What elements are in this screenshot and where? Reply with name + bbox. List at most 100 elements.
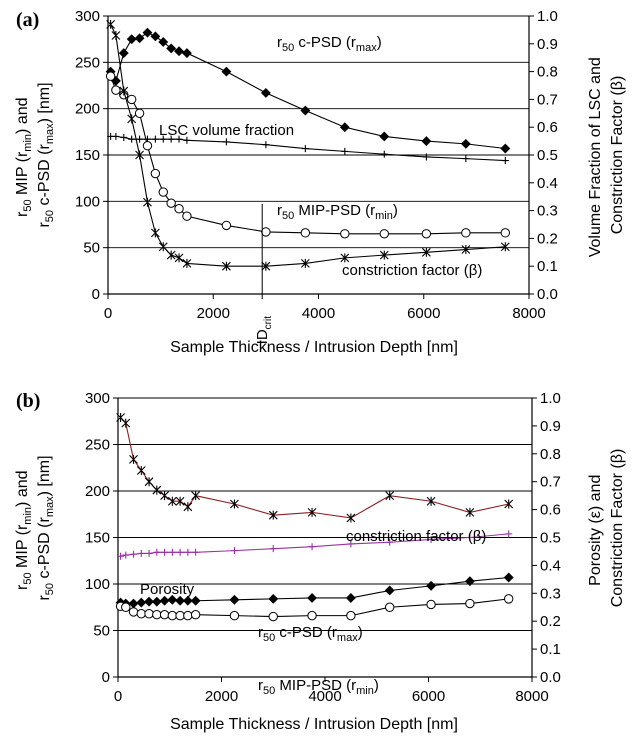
panel-b-right-tick-label: 0.2 [540, 613, 561, 630]
panel-b-data-point [465, 598, 475, 609]
panel-b-data-point [160, 491, 169, 501]
panel-a-data-point [462, 155, 470, 163]
panel-a-data-point [500, 228, 511, 238]
panel-a-data-point [340, 253, 350, 263]
panel-b-data-point [191, 491, 201, 501]
panel-a-right-tick-label: 0.1 [537, 258, 558, 275]
panel-a-data-point [221, 66, 232, 77]
panel-b-data-point [183, 502, 193, 512]
panel-a-xlabel: Sample Thickness / Intrusion Depth [nm] [170, 339, 458, 356]
panel-b-data-point [427, 535, 435, 543]
panel-a-right-tick-label: 0.3 [537, 203, 558, 220]
panel-b-data-point [161, 548, 169, 556]
label-beta-a: constriction factor (β) [342, 262, 482, 279]
panel-b-right-tick-label: 0.5 [540, 530, 561, 547]
panel-a-x-tick-label: 2000 [197, 305, 230, 322]
panel-a-data-point [127, 114, 137, 124]
panel-a-data-point [106, 19, 116, 29]
panel-b-series-2 [115, 572, 514, 609]
panel-a-data-point [379, 131, 390, 142]
panel-a-x-tick-label: 6000 [407, 305, 440, 322]
panel-b-xlabel: Sample Thickness / Intrusion Depth [nm] [170, 716, 458, 733]
panel-a-data-point [183, 136, 191, 144]
panel-b-series-3 [115, 594, 514, 622]
panel-a-data-point [261, 227, 271, 237]
label-porosity-b: Porosity [140, 581, 195, 598]
panel-a-data-point [174, 253, 184, 263]
panel-a-data-point [151, 135, 159, 143]
panel-a-data-point [174, 204, 184, 214]
panel-b-data-point [175, 496, 185, 506]
panel-a-data-point [421, 229, 432, 239]
panel-b-data-point [122, 551, 130, 559]
panel-a-data-point [421, 247, 431, 257]
panel-a-data-point [182, 258, 192, 268]
panel-a-left-tick-label: 250 [75, 54, 100, 71]
panel-a-data-point [150, 168, 161, 179]
panel-a-data-point [460, 138, 471, 149]
panel-b-data-point [183, 610, 193, 621]
panel-b-right-tick-label: 0.3 [540, 585, 561, 602]
panel-a-data-point [158, 187, 168, 197]
panel-a-data-point [143, 197, 152, 207]
panel-a-data-point [500, 143, 511, 154]
panel-b-data-point [503, 572, 514, 583]
panel-b-data-point [184, 548, 192, 556]
label-cpsd-b: r50 c-PSD (rmax) [258, 624, 363, 644]
panel-b-data-point [307, 593, 317, 603]
panel-a-series-0 [105, 27, 511, 154]
panel-b-data-point [230, 499, 239, 509]
panel-b-data-point [229, 594, 240, 605]
panel-a-data-point [136, 135, 144, 143]
panel-b-data-point [153, 548, 161, 556]
panel-a-right-tick-label: 0.4 [537, 175, 558, 192]
panel-b-data-point [426, 580, 437, 591]
panel-a-data-point [112, 132, 120, 140]
panel-b-x-tick-label: 0 [114, 688, 122, 705]
panel-b-series [115, 413, 514, 622]
panel-b-label: (b) [16, 390, 40, 412]
label-lsc-a: LSC volume fraction [159, 122, 294, 139]
panel-a-left-tick-label: 100 [75, 193, 100, 210]
panel-b-data-point [426, 496, 436, 506]
panel-a-data-point [339, 122, 350, 133]
panel-b-x-tick-label: 4000 [308, 688, 341, 705]
panel-b-series-0 [116, 413, 514, 523]
panel-b-left-tick-label: 100 [85, 576, 110, 593]
panel-a-data-point [111, 30, 121, 40]
panel-a-right-tick-label: 0.7 [537, 91, 558, 108]
panel-a-data-point [166, 198, 176, 208]
panel-a-x-tick-label: 8000 [512, 305, 545, 322]
panel-a-data-point [126, 94, 137, 105]
panel-b-right-ylabel: Porosity (ε) and Constriction Factor (β) [587, 449, 626, 608]
panel-b-data-point [121, 418, 131, 428]
panel-b-data-point [464, 576, 475, 587]
panel-b-right-tick-label: 0.9 [540, 418, 561, 435]
panel-a-data-point [222, 138, 230, 146]
panel-a-data-point [128, 135, 136, 143]
panel-b-data-point [167, 496, 177, 506]
panel-b-right-tick-label: 0.0 [540, 669, 561, 686]
panel-a-x-tick-label: 4000 [302, 305, 335, 322]
label-mip-b: r50 MIP-PSD (rmin) [258, 677, 379, 697]
panel-b-data-point [128, 607, 139, 617]
panel-a-left-tick-label: 200 [75, 101, 100, 118]
panel-b-series-1 [117, 530, 513, 560]
panel-b-data-point [137, 549, 145, 557]
panel-b-data-point [229, 610, 240, 621]
panel-a-data-point [341, 147, 349, 155]
panel-b-right-tick-label: 1.0 [540, 390, 561, 407]
panel-b-data-point [307, 610, 317, 621]
panel-b-left-tick-label: 200 [85, 483, 110, 500]
panel-a-right-tick-label: 0.8 [537, 64, 558, 81]
panel-b-left-tick-label: 50 [93, 623, 110, 640]
panel-a-data-point [422, 153, 430, 161]
panel-a-data-point [379, 250, 389, 260]
panel-a-right-tick-label: 0.0 [537, 286, 558, 303]
panel-a-grid [108, 15, 529, 249]
panel-b-data-point [152, 485, 162, 495]
panel-a-data-point [126, 34, 137, 45]
panel-b-data-point [426, 599, 436, 610]
label-cpsd-a: r50 c-PSD (rmax) [277, 34, 382, 54]
